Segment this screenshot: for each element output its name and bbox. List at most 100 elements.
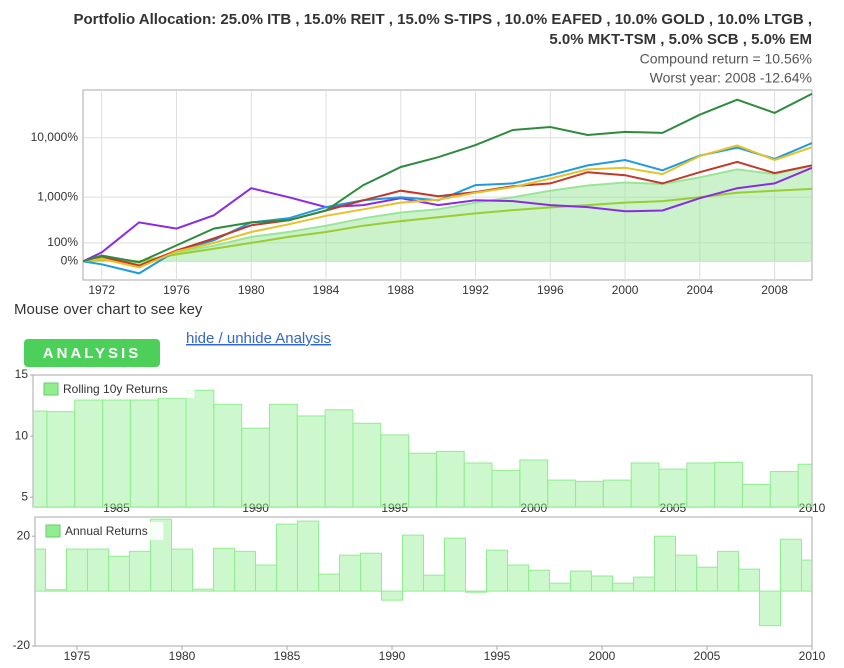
compound-return: Compound return = 10.56%: [640, 51, 812, 67]
bar: [255, 564, 277, 592]
bar: [157, 397, 187, 507]
x-tick-label: 1976: [163, 283, 190, 297]
legend-label: Rolling 10y Returns: [63, 382, 168, 396]
x-tick-label: 2004: [686, 283, 713, 297]
bar: [234, 550, 256, 592]
bar: [717, 550, 739, 592]
legend-swatch: [45, 524, 61, 538]
analysis-toggle[interactable]: hide / unhide Analysis: [186, 330, 331, 347]
y-tick-label: 5: [21, 489, 28, 503]
line: [83, 166, 812, 263]
y-tick-label: 100%: [47, 235, 78, 249]
bar: [549, 582, 571, 592]
bar: [444, 537, 466, 592]
x-tick-label: 1980: [169, 649, 196, 663]
bar: [633, 576, 655, 592]
bar: [528, 569, 550, 592]
x-tick-label: 1988: [387, 283, 414, 297]
legend-box: [39, 380, 195, 398]
y-tick-label: 0%: [61, 254, 79, 268]
allocation-line2: 5.0% MKT-TSM , 5.0% SCB , 5.0% EM: [549, 31, 812, 48]
x-tick-label: 1984: [313, 283, 340, 297]
plot: [33, 389, 812, 507]
plot: [35, 518, 812, 627]
bar: [486, 549, 508, 592]
y-tick-label: -20: [13, 638, 31, 652]
bar: [435, 450, 465, 507]
analysis-button[interactable]: ANALYSIS: [24, 339, 160, 367]
area-line: [83, 164, 812, 264]
bar: [46, 411, 76, 507]
y-tick-label: 20: [17, 528, 31, 542]
bar: [324, 409, 354, 507]
bar: [507, 564, 529, 592]
key-hint: Mouse over chart to see key: [14, 301, 203, 318]
bar: [35, 548, 46, 592]
x-tick-label: 1992: [462, 283, 489, 297]
x-tick-label: 2000: [589, 649, 616, 663]
bar: [45, 589, 67, 592]
bar: [360, 552, 382, 592]
bar: [769, 471, 799, 507]
bar: [402, 534, 424, 592]
bar: [686, 462, 716, 507]
bar: [570, 570, 592, 592]
button-bg[interactable]: [24, 339, 160, 367]
bar: [696, 566, 718, 592]
bar: [352, 422, 382, 507]
bar: [630, 462, 660, 507]
x-tick-label: 1990: [379, 649, 406, 663]
bar: [654, 535, 676, 592]
bar: [296, 415, 326, 507]
bar: [268, 403, 298, 507]
plot: [83, 92, 812, 275]
bar: [339, 554, 361, 592]
bar: [102, 399, 131, 507]
bar: [759, 590, 781, 627]
legend-box: [41, 522, 164, 540]
bar: [87, 548, 109, 592]
bar: [801, 559, 812, 592]
bar: [276, 523, 298, 592]
legend-swatch: [43, 382, 59, 396]
line: [83, 187, 812, 263]
bar: [241, 427, 270, 507]
bar: [108, 555, 130, 592]
line: [83, 160, 812, 267]
x-tick-label: 2008: [761, 283, 788, 297]
bar: [213, 403, 243, 507]
bar: [591, 575, 613, 592]
bar: [797, 463, 812, 507]
bar: [658, 468, 688, 507]
x-tick-label: 2005: [694, 649, 721, 663]
bar: [463, 462, 493, 507]
legend-label: Annual Returns: [65, 524, 148, 538]
legend: Annual Returns: [41, 522, 164, 540]
x-tick-label: 1980: [238, 283, 265, 297]
x-tick-label: 1995: [484, 649, 511, 663]
line: [83, 144, 812, 269]
bar: [213, 547, 235, 592]
bar: [741, 483, 771, 507]
bar: [381, 590, 403, 601]
button-label[interactable]: ANALYSIS: [43, 345, 141, 362]
x-tick-label: 1985: [274, 649, 301, 663]
bar: [185, 389, 215, 507]
bar: [602, 479, 632, 507]
bar: [575, 480, 604, 507]
bar: [129, 399, 159, 507]
bar: [380, 434, 410, 507]
bar: [714, 461, 743, 507]
x-tick-label: 2010: [799, 649, 826, 663]
y-tick-label: 15: [15, 367, 29, 381]
x-tick-label: 1996: [537, 283, 564, 297]
bar: [465, 590, 487, 593]
bar: [297, 520, 319, 592]
x-tick-label: 1972: [88, 283, 115, 297]
worst-year: Worst year: 2008 -12.64%: [650, 70, 812, 86]
bar: [491, 469, 521, 507]
bar: [547, 479, 577, 507]
bar: [74, 399, 104, 507]
